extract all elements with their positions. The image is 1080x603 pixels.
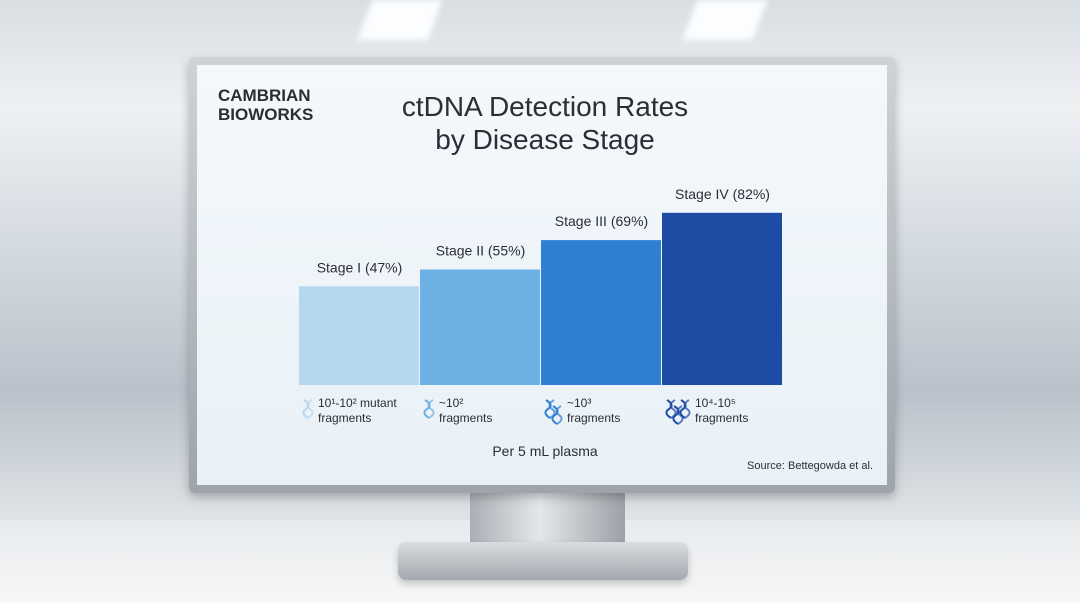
- helix-strand: [427, 399, 435, 419]
- bar: [662, 212, 782, 385]
- helix-strand: [683, 399, 691, 419]
- dna-icon: [544, 399, 563, 425]
- data-label: Stage I (47%): [317, 259, 403, 275]
- monitor-base: [398, 542, 688, 580]
- bar: [299, 286, 419, 385]
- helix-strand: [676, 405, 684, 425]
- brand: CAMBRIAN BIOWORKS: [218, 86, 314, 124]
- data-label: Stage II (55%): [436, 243, 526, 259]
- x-tick-label: 10⁴-10⁵ fragments: [695, 396, 749, 425]
- helix-strand: [306, 399, 314, 419]
- chart-title: ctDNA Detection Rates by Disease Stage: [401, 91, 689, 155]
- helix-strand: [555, 405, 563, 425]
- source: Source: Bettegowda et al.: [747, 460, 873, 472]
- dna-icon: [665, 399, 691, 425]
- dna-icon: [302, 399, 314, 419]
- bar: [541, 240, 661, 385]
- bar: [420, 269, 540, 385]
- x-tick-label: ~10³ fragments: [567, 396, 621, 425]
- dna-icon: [423, 399, 435, 419]
- x-axis-label: Per 5 mL plasma: [492, 443, 598, 459]
- x-tick-label: 10¹-10² mutant fragments: [318, 396, 397, 425]
- x-tick-label: ~10² fragments: [439, 396, 493, 425]
- data-label: Stage III (69%): [555, 213, 648, 229]
- data-label: Stage IV (82%): [675, 186, 770, 202]
